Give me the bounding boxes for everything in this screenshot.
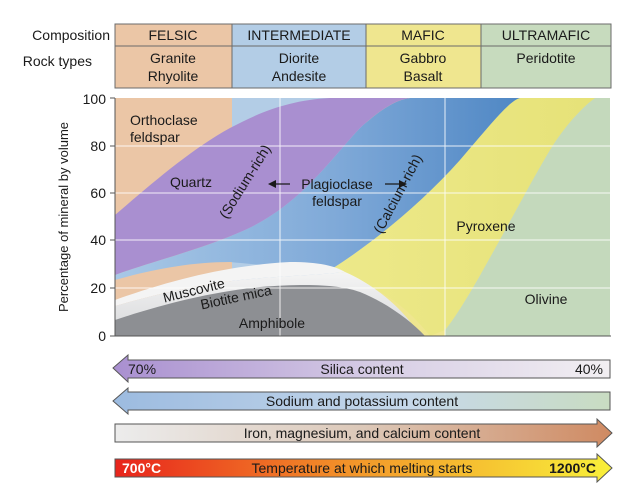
pyroxene-label: Pyroxene bbox=[456, 218, 515, 234]
rock-andesite: Andesite bbox=[272, 68, 327, 84]
amphibole-region bbox=[115, 284, 425, 336]
intermediate-title: INTERMEDIATE bbox=[247, 27, 350, 43]
temperature-label: Temperature at which melting starts bbox=[252, 460, 473, 476]
sodium-label: Sodium and potassium content bbox=[266, 393, 458, 409]
rock-rhyolite: Rhyolite bbox=[148, 68, 199, 84]
temperature-right-value: 1200°C bbox=[549, 460, 596, 476]
y-tick-100: 100 bbox=[83, 91, 107, 107]
rock-basalt: Basalt bbox=[404, 68, 443, 84]
mafic-title: MAFIC bbox=[401, 27, 445, 43]
muscovite-region bbox=[115, 262, 345, 306]
pyroxene-region bbox=[330, 98, 595, 336]
temperature-arrow: 700°C Temperature at which melting start… bbox=[114, 452, 613, 484]
orthoclase-label-2: feldspar bbox=[130, 129, 180, 145]
silica-arrow: 70% Silica content 40% bbox=[112, 353, 611, 384]
sodium-arrow: Sodium and potassium content bbox=[112, 386, 611, 416]
plagioclase-arrows bbox=[268, 180, 407, 188]
silica-left-value: 70% bbox=[128, 361, 156, 377]
amphibole-label: Amphibole bbox=[239, 315, 305, 331]
y-tick-20: 20 bbox=[90, 280, 106, 296]
y-tick-80: 80 bbox=[90, 138, 106, 154]
plagioclase-label-2: feldspar bbox=[312, 193, 362, 209]
composition-table: FELSIC INTERMEDIATE MAFIC ULTRAMAFIC Gra… bbox=[114, 23, 612, 89]
olivine-region bbox=[445, 98, 610, 336]
ultramafic-title: ULTRAMAFIC bbox=[502, 27, 590, 43]
ultramafic-column bbox=[481, 24, 611, 88]
plagioclase-region bbox=[115, 98, 520, 280]
composition-label: Composition bbox=[32, 27, 110, 43]
rock-gabbro: Gabbro bbox=[400, 50, 447, 66]
olivine-label: Olivine bbox=[525, 291, 568, 307]
silica-right-value: 40% bbox=[575, 361, 603, 377]
felsic-column bbox=[115, 24, 232, 88]
rock-granite: Granite bbox=[150, 50, 196, 66]
intermediate-column bbox=[232, 24, 366, 88]
y-axis-label: Percentage of mineral by volume bbox=[56, 122, 71, 312]
silica-label: Silica content bbox=[320, 361, 403, 377]
iron-label: Iron, magnesium, and calcium content bbox=[244, 425, 481, 441]
temperature-left-value: 700°C bbox=[122, 460, 161, 476]
y-tick-60: 60 bbox=[90, 185, 106, 201]
orthoclase-label-1: Orthoclase bbox=[130, 112, 198, 128]
rock-types-label: Rock types bbox=[23, 53, 92, 69]
grid-lines bbox=[115, 98, 610, 336]
axes: 100 80 60 40 20 0 Percentage of mineral … bbox=[56, 91, 611, 344]
mineral-plot bbox=[115, 98, 610, 336]
header-labels: Composition Rock types bbox=[23, 27, 110, 69]
rock-peridotite: Peridotite bbox=[516, 50, 575, 66]
arrow-right-icon bbox=[399, 180, 407, 188]
y-tick-0: 0 bbox=[98, 328, 106, 344]
iron-arrow: Iron, magnesium, and calcium content bbox=[114, 417, 613, 449]
quartz-region bbox=[115, 98, 410, 275]
quartz-label: Quartz bbox=[170, 174, 212, 190]
felsic-title: FELSIC bbox=[148, 27, 197, 43]
rock-diorite: Diorite bbox=[279, 50, 320, 66]
y-tick-40: 40 bbox=[90, 232, 106, 248]
mafic-column bbox=[366, 24, 481, 88]
plagioclase-label-1: Plagioclase bbox=[301, 176, 373, 192]
arrow-left-icon bbox=[268, 180, 276, 188]
